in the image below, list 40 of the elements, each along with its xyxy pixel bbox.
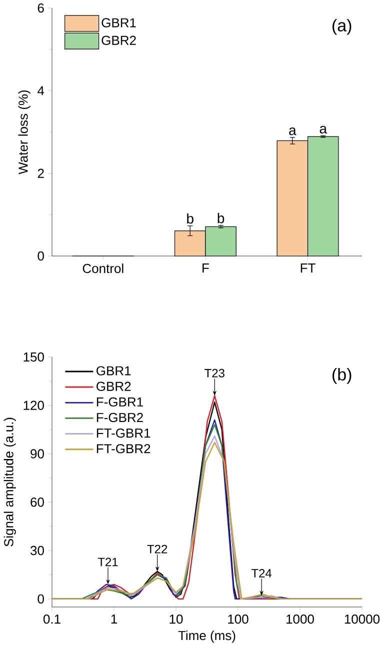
y-axis-title: Signal amplitude (a.u.) xyxy=(4,418,16,546)
legend-label: FT-GBR1 xyxy=(96,428,150,438)
data-label: a xyxy=(289,127,296,136)
x-tick-label: 0.1 xyxy=(43,614,60,624)
y-tick-label: 90 xyxy=(30,449,44,458)
x-tick-label: Control xyxy=(82,264,124,274)
y-axis-title: Water loss (%) xyxy=(18,90,30,174)
y-tick-label: 6 xyxy=(38,3,44,13)
legend-label: GBR2 xyxy=(102,36,136,45)
x-axis-title: Time (ms) xyxy=(178,630,236,643)
x-tick-label: 10000 xyxy=(344,614,380,624)
legend-label: FT-GBR2 xyxy=(96,444,150,454)
x-tick-label: F xyxy=(202,264,209,272)
annotation: (a) xyxy=(332,18,352,35)
y-tick-label: 4 xyxy=(38,86,44,96)
annotation: T21 xyxy=(98,558,118,566)
y-tick-label: 0 xyxy=(38,251,44,261)
annotation: T24 xyxy=(251,569,272,578)
annotation: T23 xyxy=(204,368,224,378)
data-label: b xyxy=(218,212,224,224)
legend-label: F-GBR2 xyxy=(96,412,143,422)
data-label: b xyxy=(187,213,194,224)
legend-label: GBR1 xyxy=(96,366,131,376)
x-tick-label: 10 xyxy=(170,614,183,624)
x-tick-label: 1 xyxy=(111,614,117,624)
annotation: T22 xyxy=(147,544,168,554)
annotation: (b) xyxy=(332,368,352,384)
y-tick-label: 60 xyxy=(30,498,44,507)
legend-label: F-GBR1 xyxy=(96,397,143,407)
y-tick-label: 120 xyxy=(24,400,44,410)
y-tick-label: 2 xyxy=(38,168,44,178)
legend-label: GBR2 xyxy=(96,382,131,391)
x-tick-label: 1000 xyxy=(286,614,314,624)
y-tick-label: 30 xyxy=(30,546,44,556)
x-tick-label: 100 xyxy=(228,614,248,624)
y-tick-label: 150 xyxy=(24,352,44,362)
x-tick-label: FT xyxy=(300,264,316,272)
y-tick-label: 0 xyxy=(38,594,44,604)
data-label: a xyxy=(320,126,328,134)
legend-label: GBR1 xyxy=(102,18,136,28)
